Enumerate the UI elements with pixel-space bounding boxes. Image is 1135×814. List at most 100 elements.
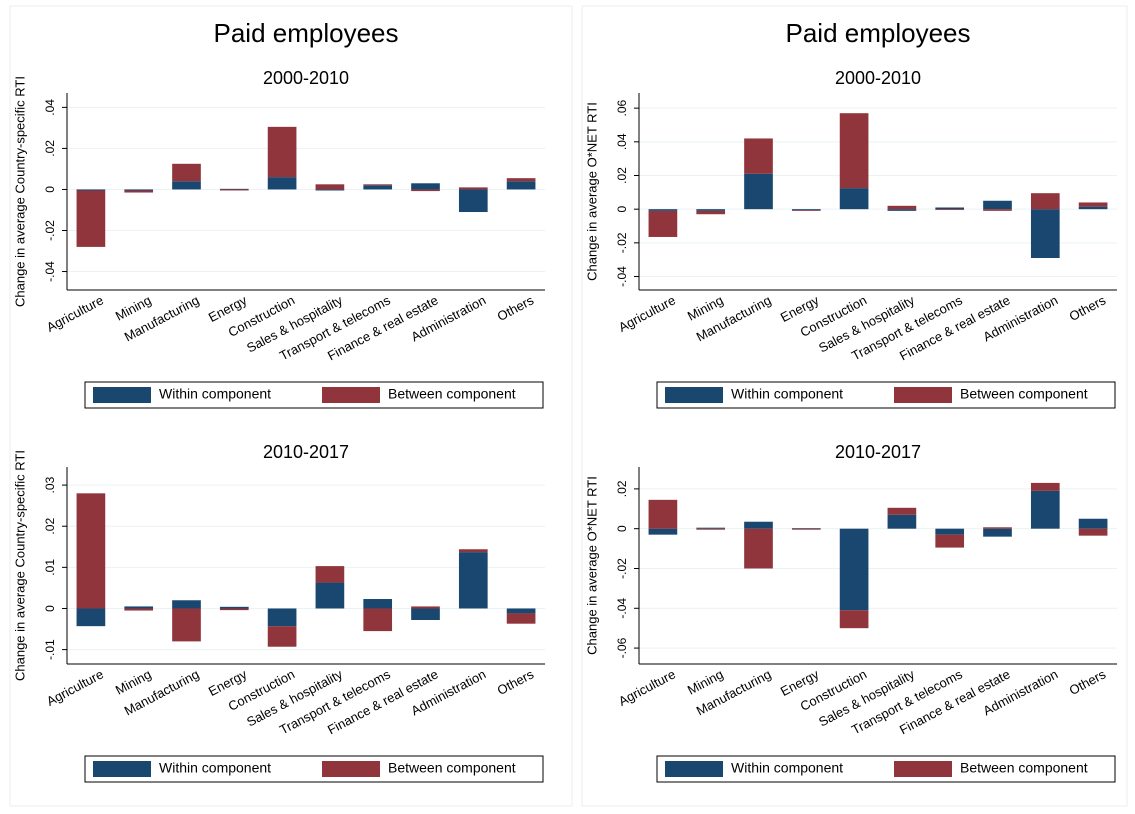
bar bbox=[267, 126, 297, 178]
bar bbox=[648, 209, 678, 211]
legend-box bbox=[84, 381, 544, 409]
bar bbox=[458, 187, 488, 190]
y-axis-label: Change in average Country-specific RTI bbox=[12, 76, 27, 307]
bar bbox=[983, 528, 1012, 537]
bar bbox=[935, 207, 965, 210]
y-tick-label: .02 bbox=[43, 140, 57, 157]
legend-swatch bbox=[322, 387, 380, 403]
bar bbox=[363, 185, 393, 190]
bar bbox=[363, 608, 393, 632]
bar bbox=[1078, 518, 1108, 529]
x-tick-label: Agriculture bbox=[44, 666, 106, 708]
bar bbox=[458, 189, 488, 213]
bar bbox=[458, 552, 488, 609]
legend-label: Between component bbox=[960, 760, 1088, 776]
y-axis-label: Change in average O*NET RTI bbox=[584, 476, 599, 655]
bar bbox=[172, 181, 201, 190]
legend-swatch bbox=[665, 387, 723, 403]
bar bbox=[458, 549, 488, 553]
chart-subtitle: 2000-2010 bbox=[263, 68, 349, 88]
y-axis-label: Change in average Country-specific RTI bbox=[12, 450, 27, 681]
bar bbox=[1078, 528, 1108, 536]
bar bbox=[172, 163, 201, 182]
legend-label: Between component bbox=[960, 386, 1088, 402]
bar bbox=[648, 210, 678, 237]
y-tick-label: .02 bbox=[615, 167, 629, 184]
bar bbox=[76, 608, 106, 627]
bar bbox=[76, 493, 106, 609]
panel-frame bbox=[9, 5, 573, 807]
x-tick-label: Others bbox=[1067, 292, 1109, 324]
legend-label: Within component bbox=[159, 760, 271, 776]
legend-label: Between component bbox=[388, 386, 516, 402]
x-tick-label: Agriculture bbox=[616, 666, 678, 708]
y-tick-label: .01 bbox=[43, 559, 57, 576]
x-tick-label: Agriculture bbox=[44, 292, 106, 334]
legend-label: Between component bbox=[388, 760, 516, 776]
bar bbox=[124, 608, 154, 611]
bar bbox=[363, 599, 393, 609]
bar bbox=[744, 138, 773, 174]
bar bbox=[648, 499, 678, 529]
bar bbox=[1030, 209, 1060, 259]
bar bbox=[1030, 490, 1060, 529]
bar bbox=[76, 189, 106, 191]
legend-swatch bbox=[665, 761, 723, 777]
bar bbox=[696, 209, 726, 211]
bar bbox=[791, 209, 821, 211]
bar bbox=[744, 173, 773, 210]
y-tick-label: .04 bbox=[615, 133, 629, 150]
y-tick-label: .02 bbox=[615, 480, 629, 497]
bar bbox=[219, 189, 249, 191]
bar bbox=[791, 528, 821, 529]
bar bbox=[267, 177, 297, 190]
bar bbox=[935, 209, 965, 211]
bar bbox=[696, 528, 726, 530]
bar bbox=[124, 189, 154, 191]
y-tick-label: .03 bbox=[43, 476, 57, 493]
y-tick-label: .02 bbox=[43, 518, 57, 535]
panel-frame bbox=[581, 5, 1128, 807]
bar bbox=[363, 184, 393, 186]
bar bbox=[267, 608, 297, 627]
x-tick-label: Agriculture bbox=[616, 292, 678, 334]
y-tick-label: 0 bbox=[615, 206, 629, 213]
bar bbox=[887, 507, 917, 515]
bar bbox=[744, 528, 773, 569]
bar bbox=[506, 613, 536, 624]
legend-label: Within component bbox=[159, 386, 271, 402]
bar bbox=[839, 113, 869, 189]
bar bbox=[696, 210, 726, 215]
x-tick-label: Others bbox=[1067, 666, 1109, 698]
bar bbox=[172, 608, 201, 642]
bar bbox=[648, 528, 678, 535]
chart-subtitle: 2010-2017 bbox=[263, 442, 349, 462]
y-tick-label: -.04 bbox=[615, 266, 629, 287]
bar bbox=[506, 608, 536, 614]
bar bbox=[983, 200, 1012, 210]
bar bbox=[315, 184, 345, 190]
legend-label: Within component bbox=[731, 760, 843, 776]
bar bbox=[124, 606, 154, 609]
bar bbox=[791, 528, 821, 530]
bar bbox=[315, 582, 345, 609]
bar bbox=[315, 566, 345, 583]
chart-title: Paid employees bbox=[214, 18, 399, 48]
bar bbox=[124, 190, 154, 193]
bar bbox=[219, 606, 249, 609]
bar bbox=[887, 209, 917, 211]
bar bbox=[267, 626, 297, 647]
bar bbox=[791, 210, 821, 211]
legend-swatch bbox=[894, 761, 952, 777]
bar bbox=[411, 606, 440, 609]
bar bbox=[411, 189, 440, 192]
chart-subtitle: 2000-2010 bbox=[835, 68, 921, 88]
legend-swatch bbox=[93, 761, 151, 777]
bar bbox=[983, 527, 1012, 529]
bar bbox=[935, 528, 965, 535]
bar bbox=[1030, 482, 1060, 491]
bar bbox=[411, 608, 440, 620]
bar bbox=[744, 521, 773, 529]
y-tick-label: .06 bbox=[615, 99, 629, 116]
